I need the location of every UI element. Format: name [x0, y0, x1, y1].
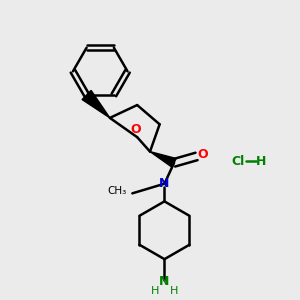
Text: H: H	[151, 286, 159, 296]
Text: O: O	[130, 123, 141, 136]
Polygon shape	[82, 90, 110, 118]
Text: O: O	[198, 148, 208, 161]
Text: H: H	[256, 155, 266, 168]
Text: CH₃: CH₃	[107, 186, 127, 197]
Text: N: N	[159, 177, 169, 190]
Text: H: H	[170, 286, 178, 296]
Text: Cl: Cl	[232, 155, 245, 168]
Text: N: N	[159, 275, 170, 288]
Polygon shape	[150, 152, 176, 167]
